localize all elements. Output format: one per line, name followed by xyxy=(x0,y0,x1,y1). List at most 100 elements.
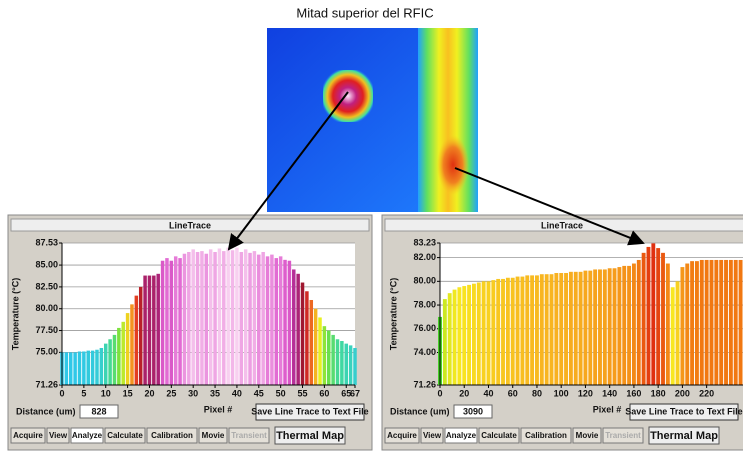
bar xyxy=(535,275,539,385)
bar xyxy=(569,272,573,385)
tab-label[interactable]: View xyxy=(423,431,442,440)
x-tick-label: 30 xyxy=(188,388,198,398)
screen: Mitad superior del RFIC LineTrace71.2675… xyxy=(0,0,743,457)
bar xyxy=(593,269,597,385)
tab-label[interactable]: Calibration xyxy=(151,431,193,440)
tab-label[interactable]: Analyze xyxy=(446,431,477,440)
bar xyxy=(584,271,588,385)
tab-label[interactable]: Calculate xyxy=(481,431,517,440)
x-tick-label: 10 xyxy=(101,388,111,398)
bar xyxy=(530,275,534,385)
bar xyxy=(143,276,146,385)
panel-title: LineTrace xyxy=(169,220,211,230)
bar xyxy=(222,251,225,385)
bar xyxy=(292,269,295,385)
bar xyxy=(457,287,461,385)
bar xyxy=(65,352,68,385)
bar xyxy=(540,274,544,385)
x-tick-label: 200 xyxy=(675,388,690,398)
bar xyxy=(86,351,89,385)
bar xyxy=(632,264,636,385)
bar xyxy=(327,331,330,385)
bar xyxy=(174,256,177,385)
x-tick-label: 50 xyxy=(276,388,286,398)
x-tick-label: 220 xyxy=(699,388,714,398)
bar xyxy=(226,248,229,385)
bar xyxy=(729,260,733,385)
bar xyxy=(627,266,631,385)
bar xyxy=(283,260,286,385)
tab-label[interactable]: Transient xyxy=(605,431,641,440)
bar xyxy=(574,272,578,385)
tab-label[interactable]: View xyxy=(49,431,68,440)
bar xyxy=(651,243,655,385)
bar xyxy=(209,249,212,385)
x-tick-label: 60 xyxy=(319,388,329,398)
bar xyxy=(165,258,168,385)
tab-label[interactable]: Calibration xyxy=(525,431,567,440)
bar xyxy=(231,250,234,385)
bar xyxy=(453,290,457,385)
x-tick-label: 67 xyxy=(350,388,360,398)
panel-title: LineTrace xyxy=(541,220,583,230)
bar xyxy=(685,264,689,385)
x-tick-label: 180 xyxy=(651,388,666,398)
x-tick-label: 60 xyxy=(508,388,518,398)
bar xyxy=(279,256,282,385)
bar xyxy=(336,339,339,385)
bar xyxy=(139,287,142,385)
x-tick-label: 35 xyxy=(210,388,220,398)
x-tick-label: 20 xyxy=(144,388,154,398)
y-tick-label: 82.50 xyxy=(35,281,58,291)
bar xyxy=(579,272,583,385)
x-tick-label: 160 xyxy=(626,388,641,398)
bar xyxy=(603,269,607,385)
thermal-map-label[interactable]: Thermal Map xyxy=(276,430,344,442)
y-tick-label: 71.26 xyxy=(413,379,436,389)
save-button-label[interactable]: Save Line Trace to Text File xyxy=(625,406,742,416)
bar xyxy=(511,278,515,385)
bar xyxy=(550,274,554,385)
bar xyxy=(613,268,617,385)
tab-label[interactable]: Analyze xyxy=(72,431,103,440)
tab-label[interactable]: Acquire xyxy=(387,431,417,440)
bar xyxy=(496,279,500,385)
tab-label[interactable]: Movie xyxy=(576,431,599,440)
bar xyxy=(310,300,313,385)
bar xyxy=(588,271,592,385)
y-tick-label: 85.00 xyxy=(35,259,58,269)
bar xyxy=(554,273,558,385)
tab-label[interactable]: Calculate xyxy=(107,431,143,440)
x-tick-label: 15 xyxy=(123,388,133,398)
tab-label[interactable]: Movie xyxy=(202,431,225,440)
bar xyxy=(78,351,81,385)
bar xyxy=(323,326,326,385)
distance-value: 828 xyxy=(91,406,106,416)
bar xyxy=(191,249,194,385)
bar xyxy=(73,352,76,385)
tab-label[interactable]: Transient xyxy=(231,431,267,440)
bar xyxy=(680,267,684,385)
bar xyxy=(301,283,304,385)
y-tick-label: 77.50 xyxy=(35,325,58,335)
save-button-label[interactable]: Save Line Trace to Text File xyxy=(251,406,368,416)
x-tick-label: 40 xyxy=(483,388,493,398)
x-tick-label: 140 xyxy=(602,388,617,398)
bar xyxy=(477,283,481,385)
bar xyxy=(266,256,269,385)
bar xyxy=(331,335,334,385)
bar xyxy=(82,351,85,385)
bar xyxy=(443,299,447,385)
tab-label[interactable]: Acquire xyxy=(13,431,43,440)
bar xyxy=(506,278,510,385)
y-axis-title: Temperature (°C) xyxy=(388,278,398,350)
bar xyxy=(666,264,670,385)
x-tick-label: 20 xyxy=(459,388,469,398)
bar xyxy=(739,260,743,385)
thermal-map-label[interactable]: Thermal Map xyxy=(650,430,718,442)
bar xyxy=(161,261,164,385)
bar xyxy=(598,269,602,385)
bar xyxy=(261,252,264,385)
bar xyxy=(714,260,718,385)
x-axis-title: Pixel # xyxy=(593,404,622,414)
